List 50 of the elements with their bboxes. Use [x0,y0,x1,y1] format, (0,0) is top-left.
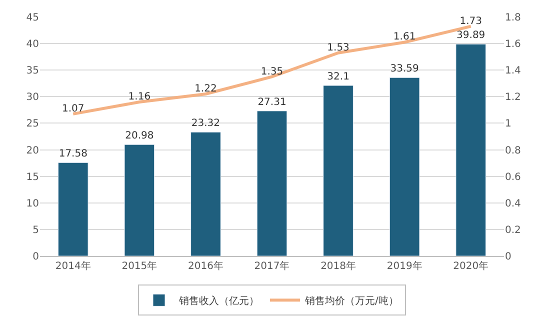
y-tick-label: 35 [26,66,39,77]
bar [389,77,420,256]
data-label: 23.32 [191,118,220,130]
y-tick-label: 0 [32,252,39,262]
y2-tick-label: 1.4 [505,66,521,77]
y2-tick-label: 1.6 [505,39,521,50]
bar [456,44,486,256]
y-tick-label: 10 [26,198,39,210]
y2-tick-label: 0.8 [505,145,521,156]
legend-label: 销售均价（万元/吨） [304,295,398,308]
y-tick-label: 20 [26,145,39,156]
y2-tick-label: 1.8 [505,12,521,24]
data-label: 1.16 [128,91,151,102]
y-tick-label: 45 [26,12,39,24]
data-label: 32.1 [327,72,350,83]
data-label: 39.89 [456,30,486,42]
y-tick-label: 25 [26,118,39,130]
x-tick-label: 2017年 [254,260,290,272]
data-label: 1.35 [260,66,284,78]
y2-tick-label: 0.4 [505,198,521,210]
y2-tick-label: 0.2 [505,224,521,236]
legend-label: 销售收入（亿元） [178,295,259,308]
data-label: 20.98 [125,130,154,142]
x-tick-label: 2015年 [122,260,158,272]
data-label: 1.07 [62,103,84,114]
y-tick-label: 30 [26,92,39,104]
x-tick-label: 2014年 [55,260,91,272]
data-label: 33.59 [390,64,419,75]
data-label: 1.53 [327,42,350,54]
bar [323,85,354,256]
y2-tick-label: 1.2 [505,92,521,104]
data-label: 1.22 [194,84,217,95]
data-label: 1.61 [393,32,416,43]
x-tick-label: 2019年 [386,260,422,272]
data-label: 27.31 [258,96,286,108]
y2-tick-label: 0 [505,252,512,262]
y2-tick-label: 0.6 [505,172,521,183]
bar [58,162,88,256]
y-tick-label: 15 [26,172,39,183]
x-tick-label: 2016年 [188,260,224,272]
data-label: 1.73 [460,16,482,27]
y-tick-label: 40 [26,39,39,50]
x-tick-label: 2020年 [453,260,489,272]
x-tick-label: 2018年 [320,260,356,272]
data-label: 17.58 [58,148,88,160]
y-tick-label: 5 [32,224,39,236]
y2-tick-label: 1 [505,118,512,130]
bar [256,110,288,256]
bar [124,144,155,256]
bar [190,132,221,256]
